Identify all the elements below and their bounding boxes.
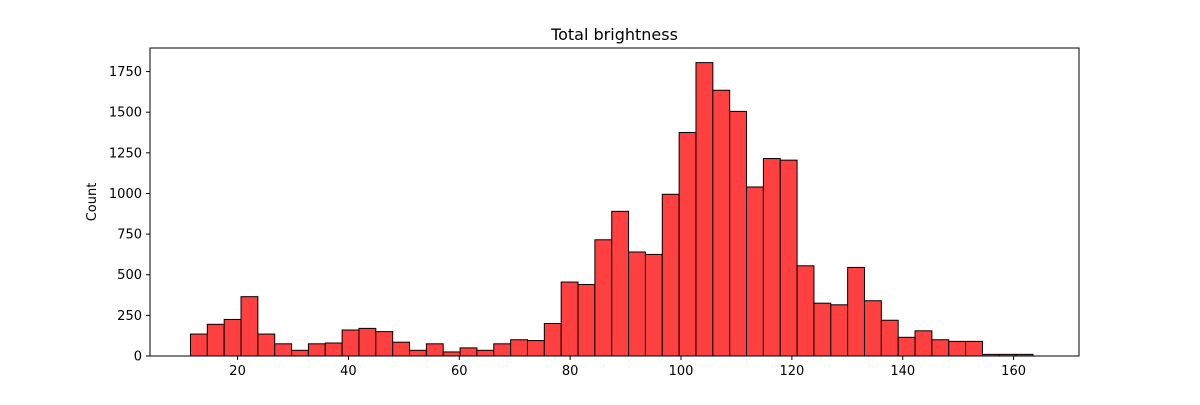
histogram-bar bbox=[510, 339, 528, 357]
histogram-bar bbox=[392, 341, 411, 357]
histogram-bar bbox=[459, 347, 478, 357]
plot-frame bbox=[149, 47, 1080, 357]
histogram-bar bbox=[543, 322, 562, 357]
histogram-bar bbox=[257, 333, 276, 357]
bars-group bbox=[189, 62, 1034, 357]
histogram-bar bbox=[375, 331, 394, 357]
histogram-bar bbox=[307, 343, 326, 357]
histogram-bar bbox=[678, 132, 697, 357]
y-tick-label: 750 bbox=[117, 228, 142, 243]
histogram-bar bbox=[409, 349, 427, 357]
y-tick-label: 1500 bbox=[109, 106, 142, 121]
x-tick-label: 160 bbox=[1001, 364, 1026, 379]
histogram-bar bbox=[661, 193, 680, 357]
histogram-bar bbox=[628, 251, 646, 357]
histogram-bar bbox=[880, 319, 899, 357]
histogram-bar bbox=[611, 210, 630, 357]
histogram-bar bbox=[712, 89, 731, 357]
histogram-bar bbox=[442, 351, 461, 357]
y-tick-label: 1750 bbox=[109, 65, 142, 80]
histogram-bar bbox=[274, 343, 293, 357]
histogram-bar bbox=[948, 340, 967, 357]
y-ticks-group: 0 250 500 750 1000 1250 1500 1750 bbox=[109, 65, 150, 365]
histogram-bar bbox=[594, 239, 613, 357]
histogram-bar bbox=[476, 349, 495, 357]
histogram-bar bbox=[206, 323, 225, 357]
histogram-bar bbox=[914, 330, 933, 357]
y-tick-label: 500 bbox=[117, 268, 142, 283]
histogram-bar bbox=[931, 339, 950, 357]
y-tick-label: 1250 bbox=[109, 146, 142, 161]
histogram-bar bbox=[830, 304, 849, 357]
y-tick-label: 250 bbox=[117, 309, 142, 324]
histogram-bar bbox=[644, 253, 663, 357]
histogram-bar bbox=[863, 300, 882, 357]
histogram-bar bbox=[729, 110, 748, 357]
x-tick-label: 100 bbox=[669, 364, 694, 379]
histogram-bar bbox=[425, 343, 444, 357]
x-ticks-group: 20 40 60 80 100 120 140 160 bbox=[229, 356, 1026, 379]
histogram-bar bbox=[324, 342, 343, 357]
histogram-bar bbox=[847, 266, 865, 357]
histogram-bar bbox=[358, 327, 377, 357]
histogram-bar bbox=[813, 302, 832, 357]
y-tick-label: 1000 bbox=[109, 187, 142, 202]
y-axis-label: Count bbox=[85, 183, 100, 222]
chart-title: Total brightness bbox=[550, 25, 678, 44]
x-tick-label: 140 bbox=[890, 364, 915, 379]
x-tick-label: 80 bbox=[562, 364, 579, 379]
x-tick-label: 120 bbox=[779, 364, 804, 379]
y-tick-label: 0 bbox=[134, 350, 142, 365]
x-tick-label: 20 bbox=[229, 364, 246, 379]
histogram-bar bbox=[526, 340, 545, 357]
histogram-bar bbox=[897, 336, 916, 357]
histogram-bar bbox=[796, 265, 815, 357]
histogram-bar bbox=[560, 281, 579, 357]
histogram-bar bbox=[291, 349, 309, 357]
histogram-bar bbox=[189, 333, 208, 357]
histogram-bar bbox=[240, 296, 259, 357]
histogram-bar bbox=[746, 186, 764, 357]
histogram-bar bbox=[341, 329, 360, 357]
histogram-bar bbox=[965, 340, 983, 357]
x-tick-label: 40 bbox=[340, 364, 357, 379]
histogram-bar bbox=[493, 343, 512, 357]
x-tick-label: 60 bbox=[451, 364, 468, 379]
histogram-bar bbox=[695, 62, 714, 357]
histogram-bar bbox=[223, 318, 242, 357]
histogram-bar bbox=[762, 158, 781, 357]
histogram-bar bbox=[779, 159, 798, 357]
histogram-bar bbox=[577, 283, 596, 357]
